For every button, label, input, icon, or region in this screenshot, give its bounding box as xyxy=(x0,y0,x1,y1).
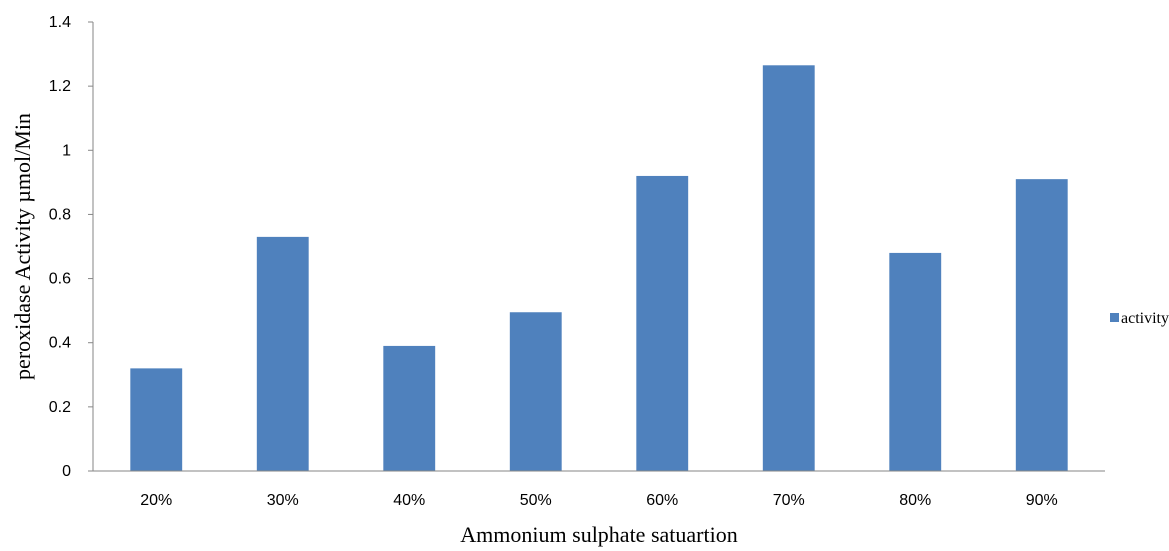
bars xyxy=(130,65,1068,472)
y-tick-label: 0.6 xyxy=(49,271,71,288)
bar-30pct xyxy=(256,236,309,471)
y-tick-label: 1 xyxy=(62,142,71,159)
y-tick-label: 1.4 xyxy=(49,14,71,31)
y-axis-ticks: 0 0.2 0.4 0.6 0.8 1 1.2 1.4 xyxy=(49,14,93,480)
y-tick-label: 0.8 xyxy=(49,206,71,223)
bar-50pct xyxy=(509,312,562,471)
x-axis-ticks: 20% 30% 40% 50% 60% 70% 80% 90% xyxy=(140,492,1058,509)
x-tick-label: 60% xyxy=(646,492,678,509)
legend-label: activity xyxy=(1121,310,1169,327)
x-tick-label: 70% xyxy=(773,492,805,509)
legend-swatch xyxy=(1110,313,1119,322)
legend: activity xyxy=(1110,310,1169,327)
x-tick-label: 80% xyxy=(899,492,931,509)
y-axis-title: peroxidase Activity µmol/Min xyxy=(10,113,35,380)
bar-40pct xyxy=(383,345,436,471)
bar-80pct xyxy=(889,252,942,471)
bar-90pct xyxy=(1015,179,1068,471)
y-tick-label: 0 xyxy=(62,463,71,480)
x-tick-label: 30% xyxy=(267,492,299,509)
x-tick-label: 90% xyxy=(1026,492,1058,509)
x-tick-label: 50% xyxy=(520,492,552,509)
bar-20pct xyxy=(130,368,183,471)
x-axis-title: Ammonium sulphate satuartion xyxy=(460,522,737,547)
y-tick-label: 1.2 xyxy=(49,78,71,95)
y-tick-label: 0.4 xyxy=(49,335,71,352)
y-tick-label: 0.2 xyxy=(49,399,71,416)
x-tick-label: 20% xyxy=(140,492,172,509)
x-tick-label: 40% xyxy=(393,492,425,509)
bar-70pct xyxy=(762,65,815,472)
bar-60pct xyxy=(636,175,689,471)
